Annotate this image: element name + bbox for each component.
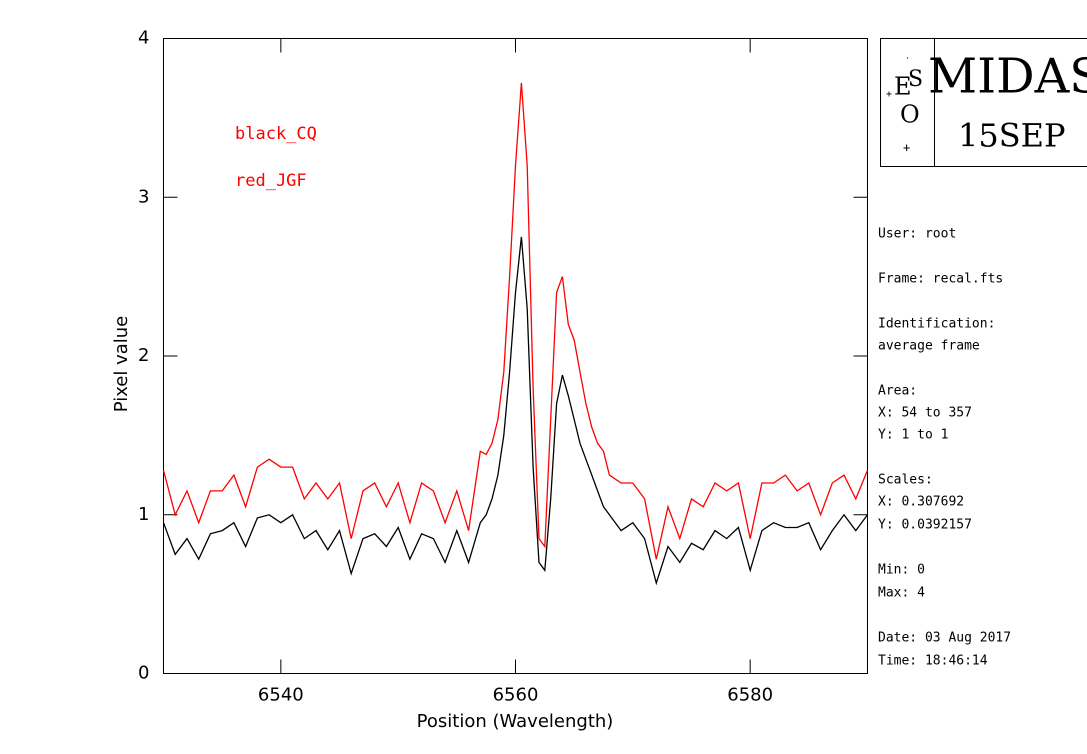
y-tick-label: 2 <box>138 345 149 366</box>
logo: MIDAS 15SEP E S O + + · <box>880 38 1087 167</box>
info-line: Max: 4 <box>878 586 925 601</box>
info-line: average frame <box>878 339 980 354</box>
info-line: Y: 0.0392157 <box>878 518 972 533</box>
logo-star: + <box>903 141 910 155</box>
info-line: Y: 1 to 1 <box>878 428 948 443</box>
y-axis-label: Pixel value <box>111 316 132 413</box>
series-line <box>162 82 869 560</box>
legend-label: black_CQ <box>235 124 317 144</box>
info-line: Min: 0 <box>878 563 925 578</box>
info-line: X: 0.307692 <box>878 495 964 510</box>
logo-box <box>880 38 1087 167</box>
x-tick-label: 6540 <box>258 685 304 706</box>
info-line: Area: <box>878 384 917 399</box>
logo-e: E <box>894 73 912 101</box>
info-line: X: 54 to 357 <box>878 406 972 421</box>
logo-s: S <box>908 67 923 92</box>
info-line: User: root <box>878 227 956 242</box>
y-tick-label: 0 <box>138 663 149 684</box>
x-tick-label: 6580 <box>727 685 773 706</box>
series-line <box>162 236 869 586</box>
logo-star: + <box>886 89 892 100</box>
info-line: Identification: <box>878 317 995 332</box>
logo-title: MIDAS <box>928 49 1087 105</box>
info-line: Time: 18:46:14 <box>878 654 988 669</box>
logo-date: 15SEP <box>958 117 1066 155</box>
x-tick-label: 6560 <box>493 685 539 706</box>
y-tick-label: 3 <box>138 186 149 207</box>
y-tick-label: 4 <box>138 28 149 49</box>
x-axis-label: Position (Wavelength) <box>417 711 614 732</box>
logo-o: O <box>900 101 920 129</box>
y-tick-label: 1 <box>138 504 149 525</box>
logo-star: · <box>905 54 910 63</box>
info-line: Scales: <box>878 473 933 488</box>
info-line: Date: 03 Aug 2017 <box>878 631 1011 646</box>
legend-label: red_JGF <box>235 171 307 191</box>
info-line: Frame: recal.fts <box>878 272 1003 287</box>
